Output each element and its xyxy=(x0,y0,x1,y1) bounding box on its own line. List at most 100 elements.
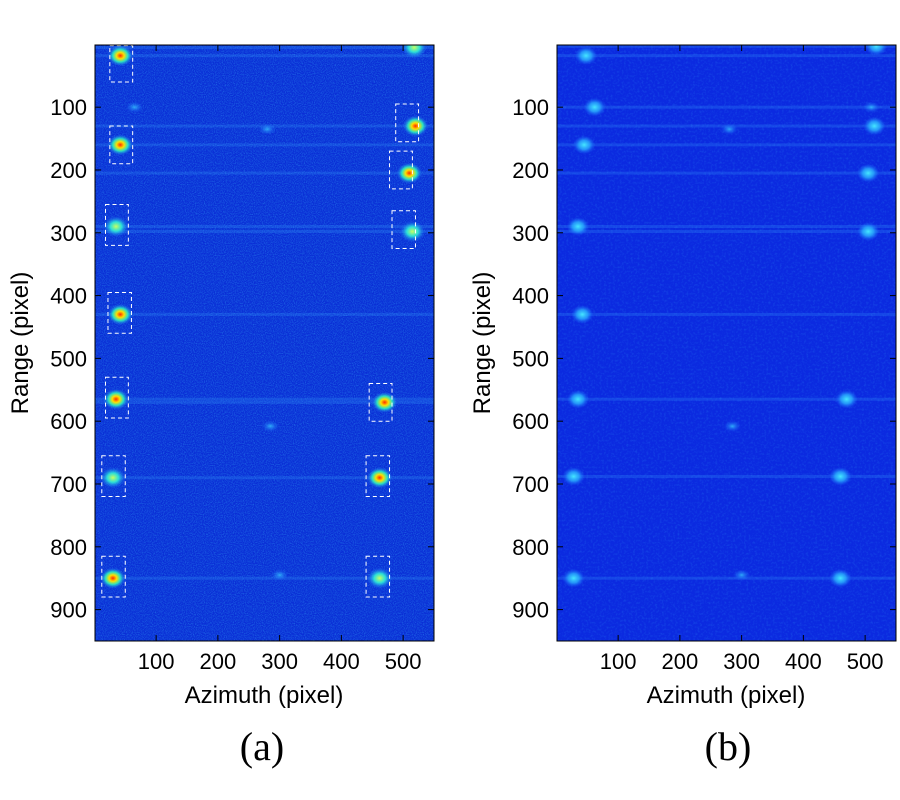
range-streak xyxy=(95,54,434,58)
y-tick-label: 900 xyxy=(512,598,549,623)
x-tick-label: 400 xyxy=(785,649,822,674)
target-highlight-box xyxy=(389,150,413,190)
y-tick-label: 700 xyxy=(50,472,87,497)
weak-target xyxy=(720,123,738,135)
caption-b: (b) xyxy=(705,724,752,769)
range-streak xyxy=(557,143,896,147)
point-target xyxy=(566,389,590,409)
point-target xyxy=(835,389,858,409)
point-target xyxy=(562,568,585,588)
x-tick-label: 300 xyxy=(261,649,298,674)
speckle-texture-a xyxy=(95,45,434,641)
point-target xyxy=(583,97,606,117)
point-target xyxy=(857,163,880,183)
point-target xyxy=(865,45,888,56)
axes-frame-b xyxy=(556,44,897,642)
point-target xyxy=(107,45,133,67)
point-target xyxy=(372,391,398,413)
target-highlight-box xyxy=(109,125,134,165)
range-streak xyxy=(557,54,896,58)
point-target xyxy=(100,467,126,489)
target-highlight-box xyxy=(368,383,393,422)
range-streak xyxy=(557,105,896,109)
target-highlight-box xyxy=(395,103,420,143)
weak-target xyxy=(125,101,144,113)
x-tick-label: 400 xyxy=(323,649,360,674)
range-streak xyxy=(557,45,896,48)
x-tick-label: 100 xyxy=(600,649,637,674)
weak-target xyxy=(862,101,880,113)
range-streak xyxy=(95,225,434,229)
y-tick-label: 400 xyxy=(50,284,87,309)
y-tick-label: 200 xyxy=(512,158,549,183)
point-target xyxy=(863,116,886,136)
target-highlight-box xyxy=(365,455,391,498)
y-tick-label: 200 xyxy=(50,158,87,183)
point-target xyxy=(562,467,585,486)
point-target xyxy=(402,115,429,137)
range-streak xyxy=(557,171,896,175)
range-streak xyxy=(557,312,896,316)
y-tick-label: 500 xyxy=(50,346,87,371)
range-streak xyxy=(95,46,434,50)
range-streak xyxy=(95,171,434,175)
target-highlight-box xyxy=(104,376,129,419)
x-tick-label: 300 xyxy=(723,649,760,674)
panel-a: 100 200 300 400 500 100 200 300 400 500 600 700 800… xyxy=(7,44,435,769)
point-target xyxy=(857,222,880,241)
target-highlight-box xyxy=(109,45,134,83)
y-axis-label-a: Range (pixel) xyxy=(7,272,34,415)
speckle-texture-b xyxy=(557,45,896,641)
range-streak xyxy=(557,225,896,229)
y-tick-label: 800 xyxy=(50,535,87,560)
weak-target xyxy=(732,569,751,581)
y-tick-label: 600 xyxy=(512,409,549,434)
x-axis-label-a: Azimuth (pixel) xyxy=(185,682,344,709)
x-axis-label-b: Azimuth (pixel) xyxy=(647,682,806,709)
point-target xyxy=(829,568,852,588)
x-tick-label: 500 xyxy=(385,649,422,674)
range-streak xyxy=(95,400,434,404)
point-target xyxy=(573,135,596,155)
y-tick-label: 400 xyxy=(512,284,549,309)
axes-frame-a xyxy=(94,44,435,642)
y-tick-label: 900 xyxy=(50,598,87,623)
y-tick-label: 100 xyxy=(50,95,87,120)
plot-area-a xyxy=(95,45,434,641)
range-streak xyxy=(95,312,434,316)
range-streak xyxy=(557,230,896,234)
point-target xyxy=(566,217,590,236)
y-tick-label: 100 xyxy=(512,95,549,120)
target-highlight-box xyxy=(104,204,129,246)
point-target xyxy=(401,45,427,59)
range-streak xyxy=(95,397,434,401)
point-target xyxy=(399,221,425,243)
x-tick-label: 500 xyxy=(847,649,884,674)
point-target xyxy=(574,46,598,65)
point-target xyxy=(103,216,129,237)
point-target xyxy=(367,567,393,589)
point-target xyxy=(571,305,594,324)
weak-target xyxy=(261,420,280,432)
caption-a: (a) xyxy=(240,724,284,769)
target-highlight-box xyxy=(101,455,126,498)
x-tick-label: 200 xyxy=(662,649,699,674)
point-target xyxy=(107,134,133,156)
y-tick-label: 600 xyxy=(50,409,87,434)
point-target xyxy=(396,162,422,184)
y-tick-label: 700 xyxy=(512,472,549,497)
point-target xyxy=(367,467,393,489)
y-tick-label: 300 xyxy=(512,221,549,246)
target-highlight-box xyxy=(365,555,391,598)
weak-target xyxy=(723,420,742,432)
panel-b: 100 200 300 400 500 100 200 300 400 500 600 700 800… xyxy=(469,44,897,769)
point-target xyxy=(100,567,126,589)
target-highlight-box xyxy=(107,291,132,334)
range-streak xyxy=(557,397,896,401)
y-tick-label: 300 xyxy=(50,221,87,246)
weak-target xyxy=(270,569,289,581)
point-target xyxy=(103,388,129,410)
y-tick-label: 500 xyxy=(512,346,549,371)
x-tick-label: 100 xyxy=(138,649,175,674)
